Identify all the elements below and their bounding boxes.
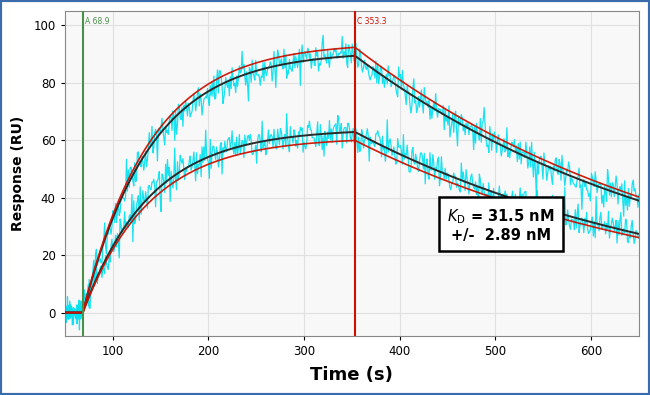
Text: C 353.3: C 353.3 <box>357 17 386 26</box>
Y-axis label: Response (RU): Response (RU) <box>11 116 25 231</box>
Text: $\mathit{K}$$_{\mathrm{D}}$ = 31.5 nM
+/-  2.89 nM: $\mathit{K}$$_{\mathrm{D}}$ = 31.5 nM +/… <box>447 207 554 243</box>
X-axis label: Time (s): Time (s) <box>310 366 393 384</box>
Text: A 68.9: A 68.9 <box>84 17 109 26</box>
